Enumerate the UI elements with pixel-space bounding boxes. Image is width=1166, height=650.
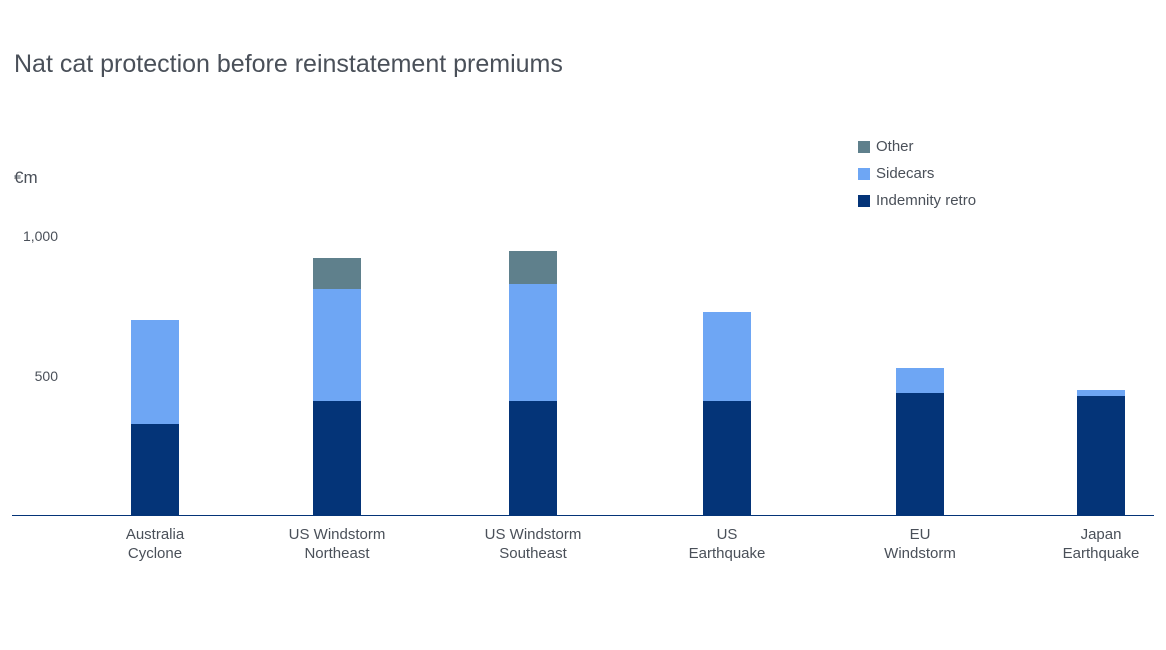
bar-segment-indemnity [313, 401, 361, 516]
bar-segment-indemnity [509, 401, 557, 516]
bar [131, 320, 179, 516]
bar-segment-sidecars [1077, 390, 1125, 396]
bar-segment-indemnity [1077, 396, 1125, 516]
bar [313, 258, 361, 516]
bar-segment-other [313, 258, 361, 289]
bar [896, 368, 944, 516]
x-axis-label: EU Windstorm [840, 526, 1000, 564]
y-tick-label: 1,000 [0, 228, 58, 244]
bar-segment-indemnity [703, 401, 751, 516]
legend-swatch [858, 195, 870, 207]
legend: Other Sidecars Indemnity retro [858, 138, 976, 219]
x-axis-label: US Earthquake [647, 526, 807, 564]
bar-segment-indemnity [896, 393, 944, 516]
plot-area [12, 208, 1154, 516]
bar-segment-indemnity [131, 424, 179, 516]
y-axis-unit-label: €m [14, 168, 38, 188]
legend-item-sidecars: Sidecars [858, 165, 976, 182]
bar [1077, 390, 1125, 516]
bar-segment-sidecars [703, 312, 751, 402]
legend-swatch [858, 141, 870, 153]
legend-label: Sidecars [876, 165, 934, 182]
bar-segment-sidecars [509, 284, 557, 402]
bar-segment-sidecars [131, 320, 179, 424]
bar-segment-other [509, 251, 557, 283]
x-axis-label: Australia Cyclone [75, 526, 235, 564]
y-tick-label: 500 [0, 368, 58, 384]
legend-item-indemnity: Indemnity retro [858, 192, 976, 209]
bar [703, 312, 751, 516]
legend-item-other: Other [858, 138, 976, 155]
chart-title: Nat cat protection before reinstatement … [14, 50, 563, 79]
legend-swatch [858, 168, 870, 180]
x-axis-baseline [12, 515, 1154, 516]
x-axis-label: US Windstorm Northeast [257, 526, 417, 564]
legend-label: Other [876, 138, 914, 155]
bar-segment-sidecars [896, 368, 944, 393]
x-axis-label: Japan Earthquake [1021, 526, 1166, 564]
bar-segment-sidecars [313, 289, 361, 401]
x-axis-label: US Windstorm Southeast [453, 526, 613, 564]
legend-label: Indemnity retro [876, 192, 976, 209]
bar [509, 251, 557, 516]
